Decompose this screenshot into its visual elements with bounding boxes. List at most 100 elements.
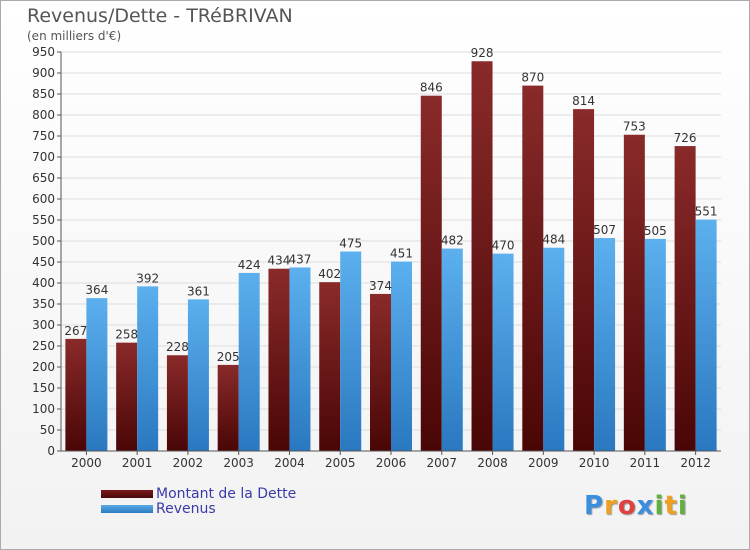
logo-letter: r	[604, 491, 618, 521]
y-tick-label: 650	[32, 171, 55, 185]
y-tick-label: 900	[32, 66, 55, 80]
data-label-revenus: 507	[593, 223, 616, 237]
bar-revenus	[289, 267, 311, 451]
bar-revenus	[86, 298, 108, 451]
y-tick-label: 200	[32, 360, 55, 374]
data-label-revenus: 392	[136, 271, 159, 285]
logo-letter: t	[664, 491, 678, 521]
legend: Montant de la Dette Revenus	[101, 487, 296, 517]
data-label-revenus: 470	[492, 239, 515, 253]
y-tick-label: 0	[47, 444, 55, 458]
x-tick-label: 2011	[630, 456, 661, 470]
x-tick-label: 2008	[477, 456, 508, 470]
bar-dette	[65, 338, 87, 451]
bar-revenus	[391, 261, 412, 451]
bar-revenus	[340, 251, 362, 451]
data-label-revenus: 482	[441, 234, 464, 248]
x-tick-label: 2009	[528, 456, 559, 470]
proxiti-logo: Proxiti	[584, 491, 688, 521]
bar-dette	[420, 95, 442, 452]
legend-swatch-dette	[101, 490, 153, 498]
data-label-revenus: 424	[238, 258, 261, 272]
bar-revenus	[137, 286, 159, 451]
y-tick-label: 450	[32, 255, 55, 269]
bar-dette	[319, 282, 341, 451]
y-tick-label: 550	[32, 213, 55, 227]
chart-subtitle: (en milliers d'€)	[27, 29, 122, 43]
data-label-revenus: 451	[390, 247, 413, 261]
bar-revenus	[238, 272, 260, 451]
y-tick-label: 800	[32, 108, 55, 122]
data-label-dette: 374	[369, 279, 392, 293]
logo-letter: x	[636, 491, 655, 521]
data-label-dette: 258	[115, 328, 138, 342]
x-tick-label: 2006	[376, 456, 407, 470]
legend-label-dette: Montant de la Dette	[156, 486, 297, 502]
legend-item-revenus: Revenus	[101, 502, 296, 517]
bar-dette	[116, 342, 138, 451]
y-tick-label: 850	[32, 87, 55, 101]
bar-dette	[471, 61, 493, 452]
data-label-dette: 434	[268, 254, 291, 268]
x-tick-label: 2002	[173, 456, 204, 470]
bar-dette	[674, 146, 696, 451]
x-tick-label: 2000	[71, 456, 102, 470]
data-label-dette: 402	[318, 267, 341, 281]
y-tick-label: 150	[32, 381, 55, 395]
data-label-dette: 726	[674, 131, 697, 145]
data-label-dette: 267	[64, 324, 87, 338]
bar-revenus	[492, 253, 514, 451]
bar-dette	[370, 293, 391, 451]
x-tick-label: 2005	[325, 456, 356, 470]
legend-swatch-revenus	[101, 505, 153, 513]
data-label-revenus: 551	[695, 205, 718, 219]
x-tick-label: 2012	[680, 456, 711, 470]
bar-revenus	[594, 238, 616, 451]
data-label-revenus: 437	[289, 252, 312, 266]
data-label-dette: 753	[623, 120, 646, 134]
chart-title: Revenus/Dette - TRéBRIVAN	[27, 5, 293, 27]
data-label-revenus: 505	[644, 224, 667, 238]
data-label-revenus: 361	[187, 284, 210, 298]
data-label-dette: 846	[420, 81, 443, 95]
y-tick-label: 50	[40, 423, 55, 437]
x-tick-label: 2004	[274, 456, 305, 470]
logo-letter: i	[654, 491, 665, 521]
logo-letter: o	[617, 491, 637, 521]
y-tick-label: 350	[32, 297, 55, 311]
x-tick-label: 2003	[223, 456, 254, 470]
x-tick-label: 2007	[426, 456, 457, 470]
bar-revenus	[543, 247, 565, 451]
data-label-revenus: 484	[542, 233, 565, 247]
logo-letter: P	[584, 491, 605, 521]
x-tick-label: 2001	[122, 456, 153, 470]
bar-revenus	[187, 299, 209, 451]
bar-dette	[268, 268, 290, 451]
bar-dette	[522, 85, 544, 451]
y-tick-label: 100	[32, 402, 55, 416]
data-label-revenus: 364	[85, 283, 108, 297]
x-tick-label: 2010	[579, 456, 610, 470]
logo-letter: i	[677, 491, 688, 521]
data-label-dette: 870	[521, 71, 544, 85]
data-label-dette: 928	[471, 46, 494, 60]
bar-revenus	[644, 238, 666, 451]
bar-dette	[217, 364, 239, 451]
y-tick-label: 950	[32, 45, 55, 59]
y-tick-label: 750	[32, 129, 55, 143]
y-tick-label: 400	[32, 276, 55, 290]
data-label-dette: 814	[572, 94, 595, 108]
bar-revenus	[441, 248, 463, 451]
y-tick-label: 250	[32, 339, 55, 353]
bar-revenus	[695, 219, 717, 451]
bar-dette	[573, 109, 595, 452]
y-tick-label: 300	[32, 318, 55, 332]
y-tick-label: 600	[32, 192, 55, 206]
legend-label-revenus: Revenus	[156, 501, 216, 517]
data-label-revenus: 475	[339, 237, 362, 251]
y-tick-label: 700	[32, 150, 55, 164]
data-label-dette: 228	[166, 340, 189, 354]
bar-dette	[166, 355, 188, 451]
data-label-dette: 205	[217, 350, 240, 364]
